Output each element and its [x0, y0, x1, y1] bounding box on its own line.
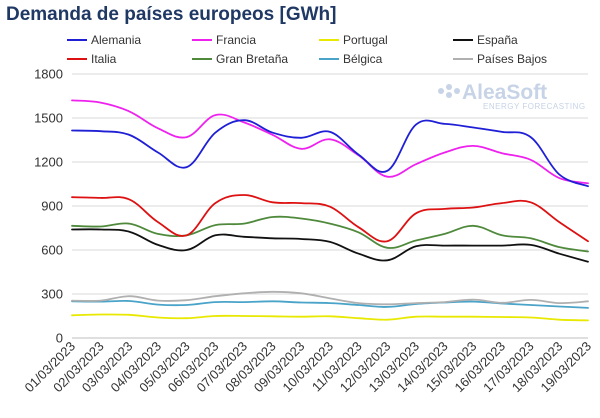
- y-tick-label: 1200: [34, 155, 63, 170]
- logo-dot: [446, 84, 452, 90]
- y-tick-label: 300: [41, 287, 63, 302]
- legend-label: España: [477, 33, 518, 47]
- logo-tagline: ENERGY FORECASTING: [483, 102, 586, 111]
- series-line-alemania: [71, 119, 589, 188]
- x-tick-labels: 01/03/202302/03/202303/03/202304/03/2023…: [21, 339, 594, 396]
- legend: Alemania Francia Portugal España Italia Gran …: [67, 33, 547, 66]
- aleasoft-logo: AleaSoft ENERGY FORECASTING: [438, 81, 586, 111]
- chart-title: Demanda de países europeos [GWh]: [6, 4, 337, 25]
- legend-label: Italia: [91, 52, 117, 66]
- y-tick-label: 1500: [34, 111, 63, 126]
- logo-dot: [446, 92, 452, 98]
- series-line-españa: [71, 228, 589, 263]
- series-line-países-bajos: [71, 290, 589, 306]
- logo-name: AleaSoft: [462, 81, 547, 104]
- legend-label: Alemania: [91, 33, 141, 47]
- series-line-italia: [71, 194, 589, 243]
- series-line-gran-bretaña: [71, 215, 589, 253]
- y-tick-label: 900: [41, 199, 63, 214]
- y-tick-labels: 0 300 600 900 1200 1500 1800: [34, 67, 63, 346]
- series-lines: [71, 99, 589, 322]
- logo-dot: [454, 88, 460, 94]
- legend-label: Francia: [216, 33, 256, 47]
- series-line-portugal: [71, 313, 589, 322]
- legend-label: Bélgica: [343, 52, 383, 66]
- legend-label: Gran Bretaña: [216, 52, 288, 66]
- legend-label: Países Bajos: [477, 52, 547, 66]
- legend-label: Portugal: [343, 33, 388, 47]
- series-line-francia: [71, 99, 589, 185]
- y-tick-label: 1800: [34, 67, 63, 82]
- logo-dot: [438, 88, 444, 94]
- y-tick-label: 0: [56, 331, 63, 346]
- y-tick-label: 600: [41, 243, 63, 258]
